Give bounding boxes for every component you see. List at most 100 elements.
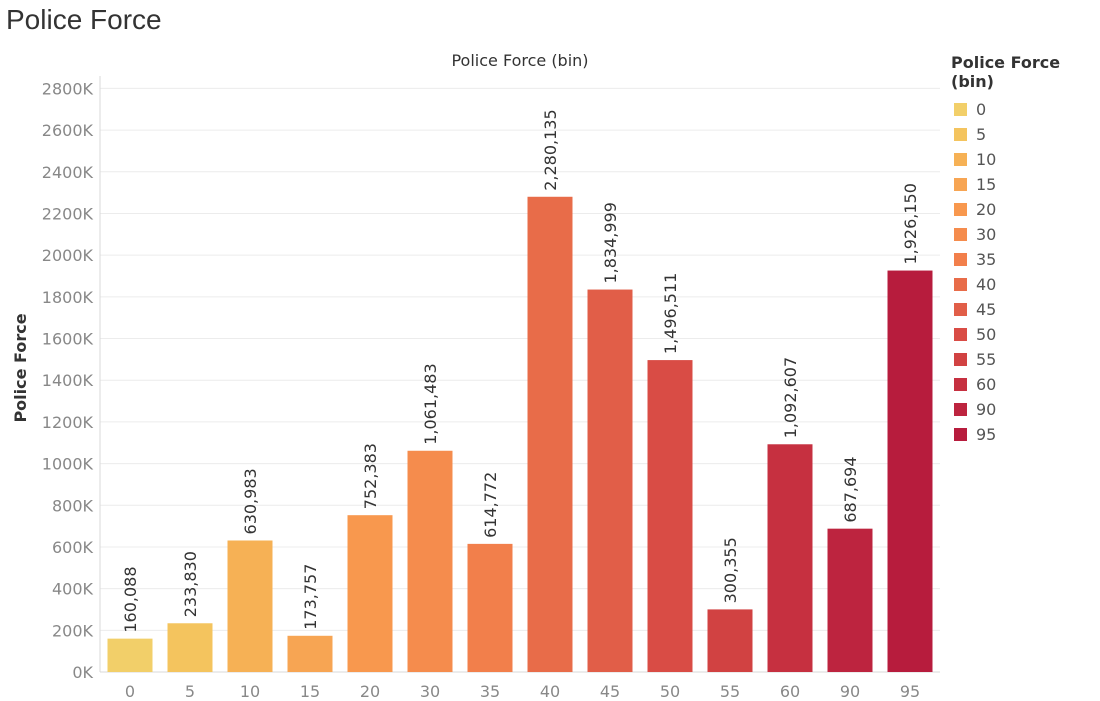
legend-swatch: [954, 228, 967, 241]
y-tick-label: 2200K: [42, 204, 94, 223]
bar: [107, 638, 153, 672]
bar-data-label: 1,834,999: [601, 202, 620, 283]
legend-item[interactable]: 55: [951, 347, 1100, 372]
legend-swatch: [954, 128, 967, 141]
legend-swatch: [954, 253, 967, 266]
y-tick-label: 2000K: [42, 246, 94, 265]
legend-label: 30: [976, 225, 997, 244]
bar: [827, 528, 873, 672]
bar-data-label: 752,383: [361, 443, 380, 509]
legend-label: 40: [976, 275, 997, 294]
bar-data-label: 1,061,483: [421, 363, 440, 444]
bar: [647, 360, 693, 672]
x-tick-label: 95: [900, 682, 920, 701]
x-tick-label: 5: [185, 682, 195, 701]
bar: [227, 540, 273, 672]
legend-label: 35: [976, 250, 997, 269]
y-tick-label: 1400K: [42, 371, 94, 390]
legend-item[interactable]: 15: [951, 172, 1100, 197]
y-tick-label: 800K: [52, 496, 94, 515]
legend-item[interactable]: 45: [951, 297, 1100, 322]
legend-swatch: [954, 353, 967, 366]
legend-label: 5: [976, 125, 987, 144]
x-tick-label: 90: [840, 682, 860, 701]
x-tick-label: 15: [300, 682, 320, 701]
y-tick-label: 2400K: [42, 163, 94, 182]
legend-label: 45: [976, 300, 997, 319]
legend-items: 0 5 10 15 20 30 35 40 45 50 55 60 90 95: [951, 97, 1100, 447]
bar: [887, 270, 933, 672]
legend-label: 60: [976, 375, 997, 394]
y-tick-label: 1200K: [42, 413, 94, 432]
bar: [287, 635, 333, 672]
legend-item[interactable]: 90: [951, 397, 1100, 422]
bar: [527, 196, 573, 673]
x-tick-label: 20: [360, 682, 380, 701]
legend-label: 10: [976, 150, 997, 169]
y-tick-label: 1800K: [42, 288, 94, 307]
x-tick-label: 35: [480, 682, 500, 701]
y-tick-label: 1000K: [42, 455, 94, 474]
x-tick-label: 0: [125, 682, 135, 701]
legend-item[interactable]: 0: [951, 97, 1100, 122]
legend-item[interactable]: 50: [951, 322, 1100, 347]
legend-swatch: [954, 103, 967, 116]
legend-item[interactable]: 30: [951, 222, 1100, 247]
legend-item[interactable]: 20: [951, 197, 1100, 222]
bar: [707, 609, 753, 672]
legend-swatch: [954, 328, 967, 341]
x-tick-label: 45: [600, 682, 620, 701]
bar-data-label: 614,772: [481, 472, 500, 538]
y-tick-label: 2600K: [42, 121, 94, 140]
bar-chart: 0K 200K 400K 600K 800K 1000K 1200K 1400K 1600K 18…: [11, 51, 940, 701]
legend-swatch: [954, 303, 967, 316]
legend-item[interactable]: 10: [951, 147, 1100, 172]
x-tick-label: 55: [720, 682, 740, 701]
legend-swatch: [954, 203, 967, 216]
legend-label: 90: [976, 400, 997, 419]
bar-data-label: 1,496,511: [661, 273, 680, 354]
legend-label: 0: [976, 100, 987, 119]
bar-data-label: 173,757: [301, 564, 320, 630]
y-axis-label: Police Force: [11, 313, 30, 422]
bar: [587, 289, 633, 672]
x-tick-label: 10: [240, 682, 260, 701]
legend-item[interactable]: 5: [951, 122, 1100, 147]
bar: [407, 450, 453, 672]
chart-legend: Police Force (bin) 0 5 10 15 20 30 35 40 45 50 55 6…: [951, 53, 1100, 447]
legend-swatch: [954, 153, 967, 166]
x-tick-label: 60: [780, 682, 800, 701]
bar-data-label: 1,926,150: [901, 183, 920, 264]
legend-item[interactable]: 40: [951, 272, 1100, 297]
legend-swatch: [954, 378, 967, 391]
bar-data-label: 687,694: [841, 456, 860, 522]
legend-title: Police Force (bin): [951, 53, 1061, 91]
bar-data-label: 233,830: [181, 551, 200, 617]
bar: [167, 623, 213, 672]
legend-swatch: [954, 178, 967, 191]
legend-label: 95: [976, 425, 997, 444]
legend-item[interactable]: 35: [951, 247, 1100, 272]
y-tick-label: 2800K: [42, 79, 94, 98]
legend-swatch: [954, 278, 967, 291]
legend-item[interactable]: 60: [951, 372, 1100, 397]
legend-label: 50: [976, 325, 997, 344]
x-tick-label: 40: [540, 682, 560, 701]
bar: [467, 543, 513, 672]
bar: [767, 444, 813, 672]
bar: [347, 515, 393, 672]
bar-data-label: 300,355: [721, 537, 740, 603]
chart-title: Police Force (bin): [451, 51, 588, 70]
x-tick-label: 30: [420, 682, 440, 701]
y-tick-label: 200K: [52, 621, 94, 640]
legend-item[interactable]: 95: [951, 422, 1100, 447]
x-tick-label: 50: [660, 682, 680, 701]
bar-data-label: 630,983: [241, 468, 260, 534]
bar-data-label: 2,280,135: [541, 109, 560, 190]
legend-swatch: [954, 403, 967, 416]
legend-swatch: [954, 428, 967, 441]
y-tick-label: 0K: [72, 663, 93, 682]
y-tick-label: 1600K: [42, 330, 94, 349]
bar-data-label: 160,088: [121, 566, 140, 632]
legend-label: 20: [976, 200, 997, 219]
